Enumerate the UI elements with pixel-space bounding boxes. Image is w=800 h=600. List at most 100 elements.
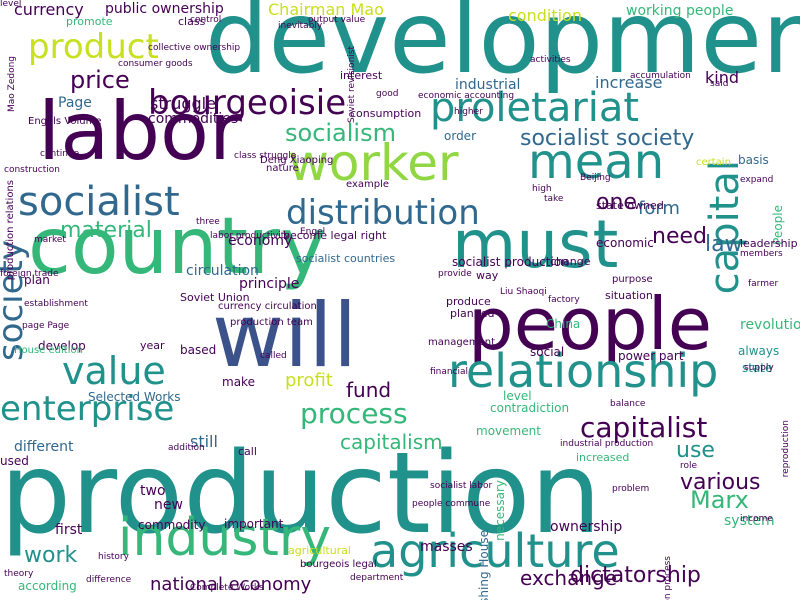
word-capitalism: capitalism bbox=[340, 430, 443, 454]
word-material: material bbox=[60, 218, 152, 243]
word-people: people bbox=[468, 282, 713, 366]
word-interest: interest bbox=[340, 69, 383, 82]
word-socialist: socialist bbox=[18, 179, 180, 225]
word-complete-works: Complete Works bbox=[190, 583, 264, 593]
word-masses: masses bbox=[420, 539, 473, 555]
word-promote: promote bbox=[66, 15, 113, 28]
word-class-struggle: class struggle bbox=[234, 151, 297, 161]
word-two: two bbox=[140, 483, 166, 499]
word-different: different bbox=[14, 439, 74, 455]
word-production-process: production process bbox=[663, 556, 673, 600]
word-management: management bbox=[428, 337, 495, 348]
word-inevitably: inevitably bbox=[278, 21, 323, 31]
word-condition: condition bbox=[508, 6, 582, 25]
word-accumulation: accumulation bbox=[630, 71, 691, 81]
word-economic-accounting: economic accounting bbox=[418, 91, 515, 101]
word-develop: develop bbox=[38, 339, 86, 353]
word-selected-works: Selected Works bbox=[88, 390, 181, 404]
word-working-people: working people bbox=[626, 3, 734, 19]
word-based: based bbox=[180, 343, 217, 357]
word-proletariat: proletariat bbox=[430, 85, 640, 131]
word-distribution: distribution bbox=[286, 193, 480, 233]
word-continue: continue bbox=[40, 149, 80, 159]
word-according: according bbox=[18, 579, 77, 593]
word-price: price bbox=[70, 66, 130, 94]
word-kind: kind bbox=[705, 68, 740, 87]
word-system: system bbox=[724, 513, 775, 529]
word-nature: nature bbox=[266, 163, 299, 174]
word-financial: financial bbox=[430, 367, 469, 377]
word-country: country bbox=[28, 202, 327, 292]
word-important: important bbox=[224, 517, 284, 531]
word-establishment: establishment bbox=[24, 299, 88, 309]
word-become-legal-right: become legal right bbox=[283, 229, 387, 242]
word-revolution: revolution bbox=[740, 317, 800, 333]
word-example: example bbox=[346, 179, 390, 190]
word-income: income bbox=[740, 514, 773, 524]
word-higher: higher bbox=[454, 107, 483, 117]
word-bourgeois-legal: bourgeois legal bbox=[300, 559, 377, 570]
word-marx: Marx bbox=[690, 486, 749, 514]
word-market: market bbox=[34, 235, 66, 245]
word-relationship: relationship bbox=[448, 344, 719, 398]
word-order: order bbox=[444, 129, 476, 143]
word-soviet-union: Soviet Union bbox=[180, 291, 250, 304]
word-people-commune: people commune bbox=[412, 499, 491, 509]
word-commodity: commodity bbox=[138, 518, 206, 532]
word-production: production bbox=[0, 429, 602, 559]
word-construction: construction bbox=[4, 165, 60, 175]
word-department: department bbox=[350, 573, 404, 583]
word-house-edition: House edition bbox=[14, 345, 83, 356]
word-form: form bbox=[638, 198, 680, 219]
word-contradiction: contradiction bbox=[490, 401, 570, 415]
word-socialism: socialism bbox=[285, 119, 396, 147]
word-industrial-production: industrial production bbox=[560, 439, 654, 449]
word-consumer-goods: consumer goods bbox=[118, 59, 193, 69]
word-plan: plan bbox=[24, 273, 50, 287]
word-currency: currency bbox=[14, 0, 84, 19]
word-foreign-trade: foreign trade bbox=[0, 269, 59, 279]
word-theory: theory bbox=[4, 569, 34, 579]
word-commodities: commodities bbox=[148, 111, 239, 127]
word-struggle: struggle bbox=[150, 94, 216, 113]
word-principle: principle bbox=[239, 276, 300, 292]
word-labor-productivity: labor productivity bbox=[210, 231, 290, 241]
word-exchange: exchange bbox=[520, 566, 618, 590]
word-always: always bbox=[738, 344, 780, 358]
word-new: new bbox=[154, 497, 183, 513]
word-value: value bbox=[62, 349, 166, 393]
word-farmer: farmer bbox=[748, 279, 779, 289]
word-used: used bbox=[0, 454, 29, 468]
word-enterprise: enterprise bbox=[0, 389, 175, 429]
word-power-part: power part bbox=[618, 349, 684, 363]
word-take: take bbox=[544, 194, 564, 204]
word-situation: situation bbox=[605, 289, 653, 302]
word-soviet-revisionist: Soviet revisionist bbox=[347, 46, 357, 123]
word-reproduction: reproduction bbox=[781, 420, 791, 478]
word-year: year bbox=[140, 339, 165, 352]
word-expand: expand bbox=[740, 175, 774, 185]
word-capitalist: capitalist bbox=[580, 411, 708, 444]
word-addition: addition bbox=[168, 443, 205, 453]
word-profit: profit bbox=[285, 370, 333, 391]
word-mean: mean bbox=[528, 134, 665, 190]
word-activities: activities bbox=[530, 55, 571, 65]
word-balance: balance bbox=[610, 399, 646, 409]
word-use: use bbox=[676, 438, 715, 463]
word-level: level bbox=[503, 389, 532, 403]
word-engel: Engel bbox=[300, 227, 326, 237]
word-agriculture: agriculture bbox=[370, 524, 620, 578]
word-industrial: industrial bbox=[455, 77, 521, 93]
word-deng-xiaoping: Deng Xiaoping bbox=[260, 155, 334, 166]
word-first: first bbox=[55, 522, 83, 538]
word-capital: capital bbox=[702, 160, 748, 295]
word-economy: economy bbox=[228, 233, 293, 249]
word-basis: basis bbox=[738, 153, 769, 167]
word-consumption: consumption bbox=[350, 107, 422, 120]
word-way: way bbox=[476, 269, 499, 282]
word-collective-ownership: collective ownership bbox=[148, 43, 241, 53]
word-control: control bbox=[190, 15, 222, 25]
word-increased: increased bbox=[576, 451, 630, 464]
word-high: high bbox=[532, 184, 552, 194]
word-make: make bbox=[222, 375, 255, 389]
